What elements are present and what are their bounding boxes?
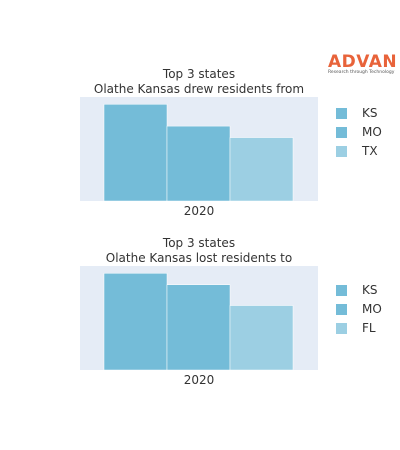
advan-logo: ADVAN Research through Technology	[318, 52, 398, 82]
bar-ks[interactable]	[103, 104, 168, 202]
chart-title: Top 3 states Olathe Kansas lost residents…	[80, 236, 318, 266]
logo-tagline: Research through Technology	[328, 70, 395, 75]
legend-swatch	[336, 285, 347, 296]
chart-title-line: Olathe Kansas drew residents from	[93, 82, 305, 96]
legend-label: MO	[362, 302, 382, 316]
legend-swatch	[336, 127, 347, 138]
logo-word: ADVAN	[328, 52, 398, 72]
legend-label: KS	[362, 106, 378, 120]
chart-title-line: Olathe Kansas lost residents to	[105, 251, 293, 265]
bar-tx[interactable]	[229, 137, 294, 202]
legend-label: MO	[362, 125, 382, 139]
bar-ks[interactable]	[103, 273, 168, 371]
legend-swatch	[336, 304, 347, 315]
legend-swatch	[336, 323, 347, 334]
legend-swatch	[336, 146, 347, 157]
bar-fl[interactable]	[229, 305, 294, 371]
legend-label: TX	[362, 144, 378, 158]
legend-swatch	[336, 108, 347, 119]
x-tick-label: 2020	[184, 373, 215, 387]
chart-title: Top 3 states Olathe Kansas drew residents…	[80, 67, 318, 97]
legend-label: KS	[362, 283, 378, 297]
chart-title-line: Top 3 states	[162, 67, 236, 81]
legend-label: FL	[362, 321, 376, 335]
bar-mo[interactable]	[166, 284, 231, 371]
chart-title-line: Top 3 states	[162, 236, 236, 250]
bar-mo[interactable]	[166, 125, 231, 202]
x-tick-label: 2020	[184, 204, 215, 218]
